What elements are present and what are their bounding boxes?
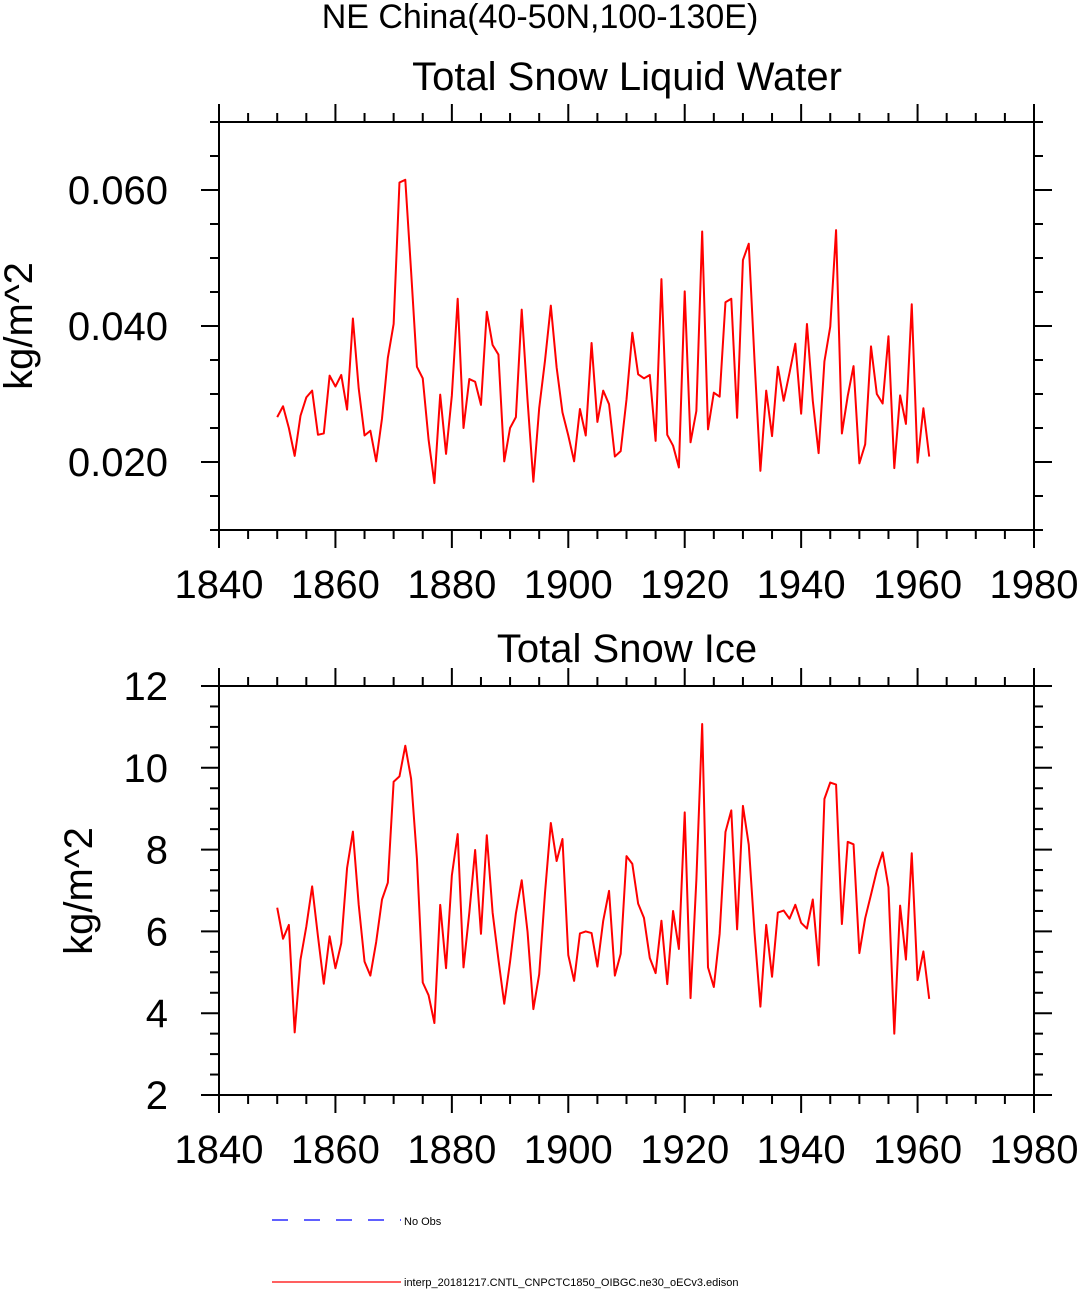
y-tick-label: 2 bbox=[146, 1074, 168, 1118]
x-tick-label: 1960 bbox=[873, 1128, 962, 1172]
panel-1-ylabel: kg/m^2 bbox=[0, 262, 41, 390]
series-line bbox=[276, 723, 931, 1035]
panel-2-ticks bbox=[201, 668, 1052, 1113]
x-tick-label: 1980 bbox=[990, 1128, 1079, 1172]
x-tick-label: 1960 bbox=[873, 563, 962, 607]
panel-1-ticks bbox=[201, 104, 1052, 548]
y-tick-label: 0.020 bbox=[68, 441, 168, 485]
panel-2-tick-labels: 1840 1860 1880 1900 1920 1940 1960 1980 2 4 6 8 10 12 bbox=[124, 665, 1079, 1172]
x-tick-label: 1940 bbox=[757, 1128, 846, 1172]
panel-1-frame bbox=[218, 121, 1035, 531]
x-tick-label: 1880 bbox=[407, 1128, 496, 1172]
x-tick-label: 1860 bbox=[291, 563, 380, 607]
y-tick-label: 12 bbox=[124, 665, 169, 709]
legend-obs-label: No Obs bbox=[404, 1216, 442, 1228]
x-tick-label: 1860 bbox=[291, 1128, 380, 1172]
y-tick-label: 0.060 bbox=[68, 169, 168, 213]
x-tick-label: 1920 bbox=[640, 1128, 729, 1172]
panel-2-frame bbox=[218, 685, 1035, 1096]
x-tick-label: 1980 bbox=[990, 563, 1079, 607]
y-tick-label: 8 bbox=[146, 829, 168, 873]
panel-1-series bbox=[276, 178, 931, 485]
figure-suptitle: NE China(40-50N,100-130E) bbox=[322, 0, 759, 36]
panel-2-ylabel: kg/m^2 bbox=[57, 827, 101, 955]
x-tick-label: 1940 bbox=[757, 563, 846, 607]
legend: No Obs interp_20181217.CNTL_CNPCTC1850_O… bbox=[272, 1216, 738, 1289]
legend-model-label: interp_20181217.CNTL_CNPCTC1850_OIBGC.ne… bbox=[404, 1277, 738, 1289]
panel-2-series bbox=[276, 723, 931, 1035]
panel-snow-liquid-water: Total Snow Liquid Water kg/m^2 1840 1860 1… bbox=[0, 55, 1078, 607]
x-tick-label: 1840 bbox=[175, 563, 264, 607]
x-tick-label: 1920 bbox=[640, 563, 729, 607]
y-tick-label: 0.040 bbox=[68, 305, 168, 349]
y-tick-label: 6 bbox=[146, 910, 168, 954]
y-tick-label: 4 bbox=[146, 992, 168, 1036]
x-tick-label: 1900 bbox=[524, 563, 613, 607]
panel-1-tick-labels: 1840 1860 1880 1900 1920 1940 1960 1980 0.020 0.0… bbox=[68, 169, 1079, 607]
x-tick-label: 1840 bbox=[175, 1128, 264, 1172]
panel-snow-ice: Total Snow Ice kg/m^2 1840 1860 1880 1900 19… bbox=[57, 627, 1078, 1172]
panel-2-title: Total Snow Ice bbox=[497, 627, 757, 671]
panel-1-title: Total Snow Liquid Water bbox=[412, 55, 842, 99]
x-tick-label: 1880 bbox=[407, 563, 496, 607]
y-tick-label: 10 bbox=[124, 747, 169, 791]
series-line bbox=[276, 178, 931, 485]
x-tick-label: 1900 bbox=[524, 1128, 613, 1172]
